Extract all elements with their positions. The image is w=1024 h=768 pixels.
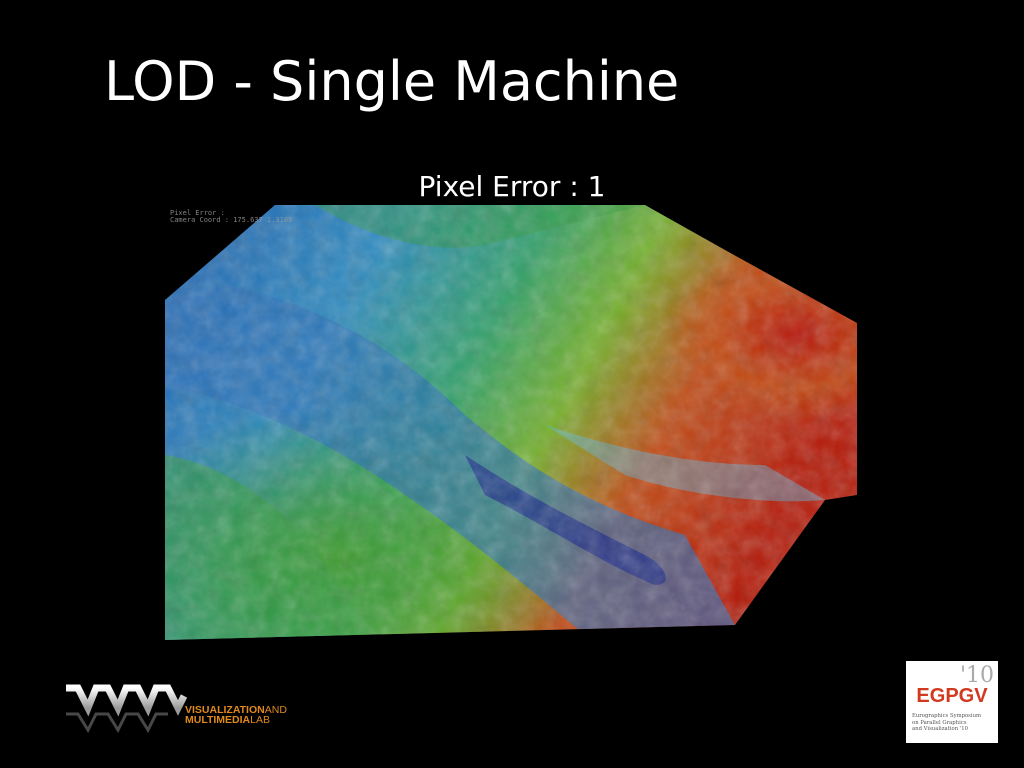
wml-waveform-icon (66, 684, 188, 734)
egpgv-year: '10 (959, 663, 994, 688)
slide-title: LOD - Single Machine (104, 50, 680, 113)
egpgv-sub-line-1: Eurographics Symposium (912, 713, 982, 719)
wml-lab-logo: VISUALIZATIONAND MULTIMEDIALAB (64, 674, 304, 738)
slide-subtitle: Pixel Error : 1 (418, 170, 606, 203)
egpgv-subtitle: Eurographics Symposium on Parallel Graph… (912, 713, 996, 733)
wml-text-visualization: VISUALIZATION (185, 704, 265, 716)
egpgv-sub-line-2: on Parallel Graphics (912, 719, 967, 726)
egpgv-logo: '10 EGPGV Eurographics Symposium on Para… (906, 661, 998, 743)
egpgv-name: EGPGV (916, 685, 988, 707)
hud-line-3: Camera Coord : 175.637 1.3105 (170, 216, 293, 224)
hud-overlay: Pixel Error : Camera Coord : 175.637 1.3… (170, 203, 292, 224)
wml-text-multimedia: MULTIMEDIA (185, 714, 251, 726)
wml-lab-name: VISUALIZATIONAND MULTIMEDIALAB (185, 704, 287, 726)
egpgv-sub-line-3: and Visualization '10 (912, 726, 968, 732)
wml-text-and: AND (264, 704, 287, 716)
terrain-render-image (165, 205, 857, 640)
hud-line-2: Pixel Error : (170, 209, 225, 217)
wml-text-lab: LAB (250, 714, 270, 726)
